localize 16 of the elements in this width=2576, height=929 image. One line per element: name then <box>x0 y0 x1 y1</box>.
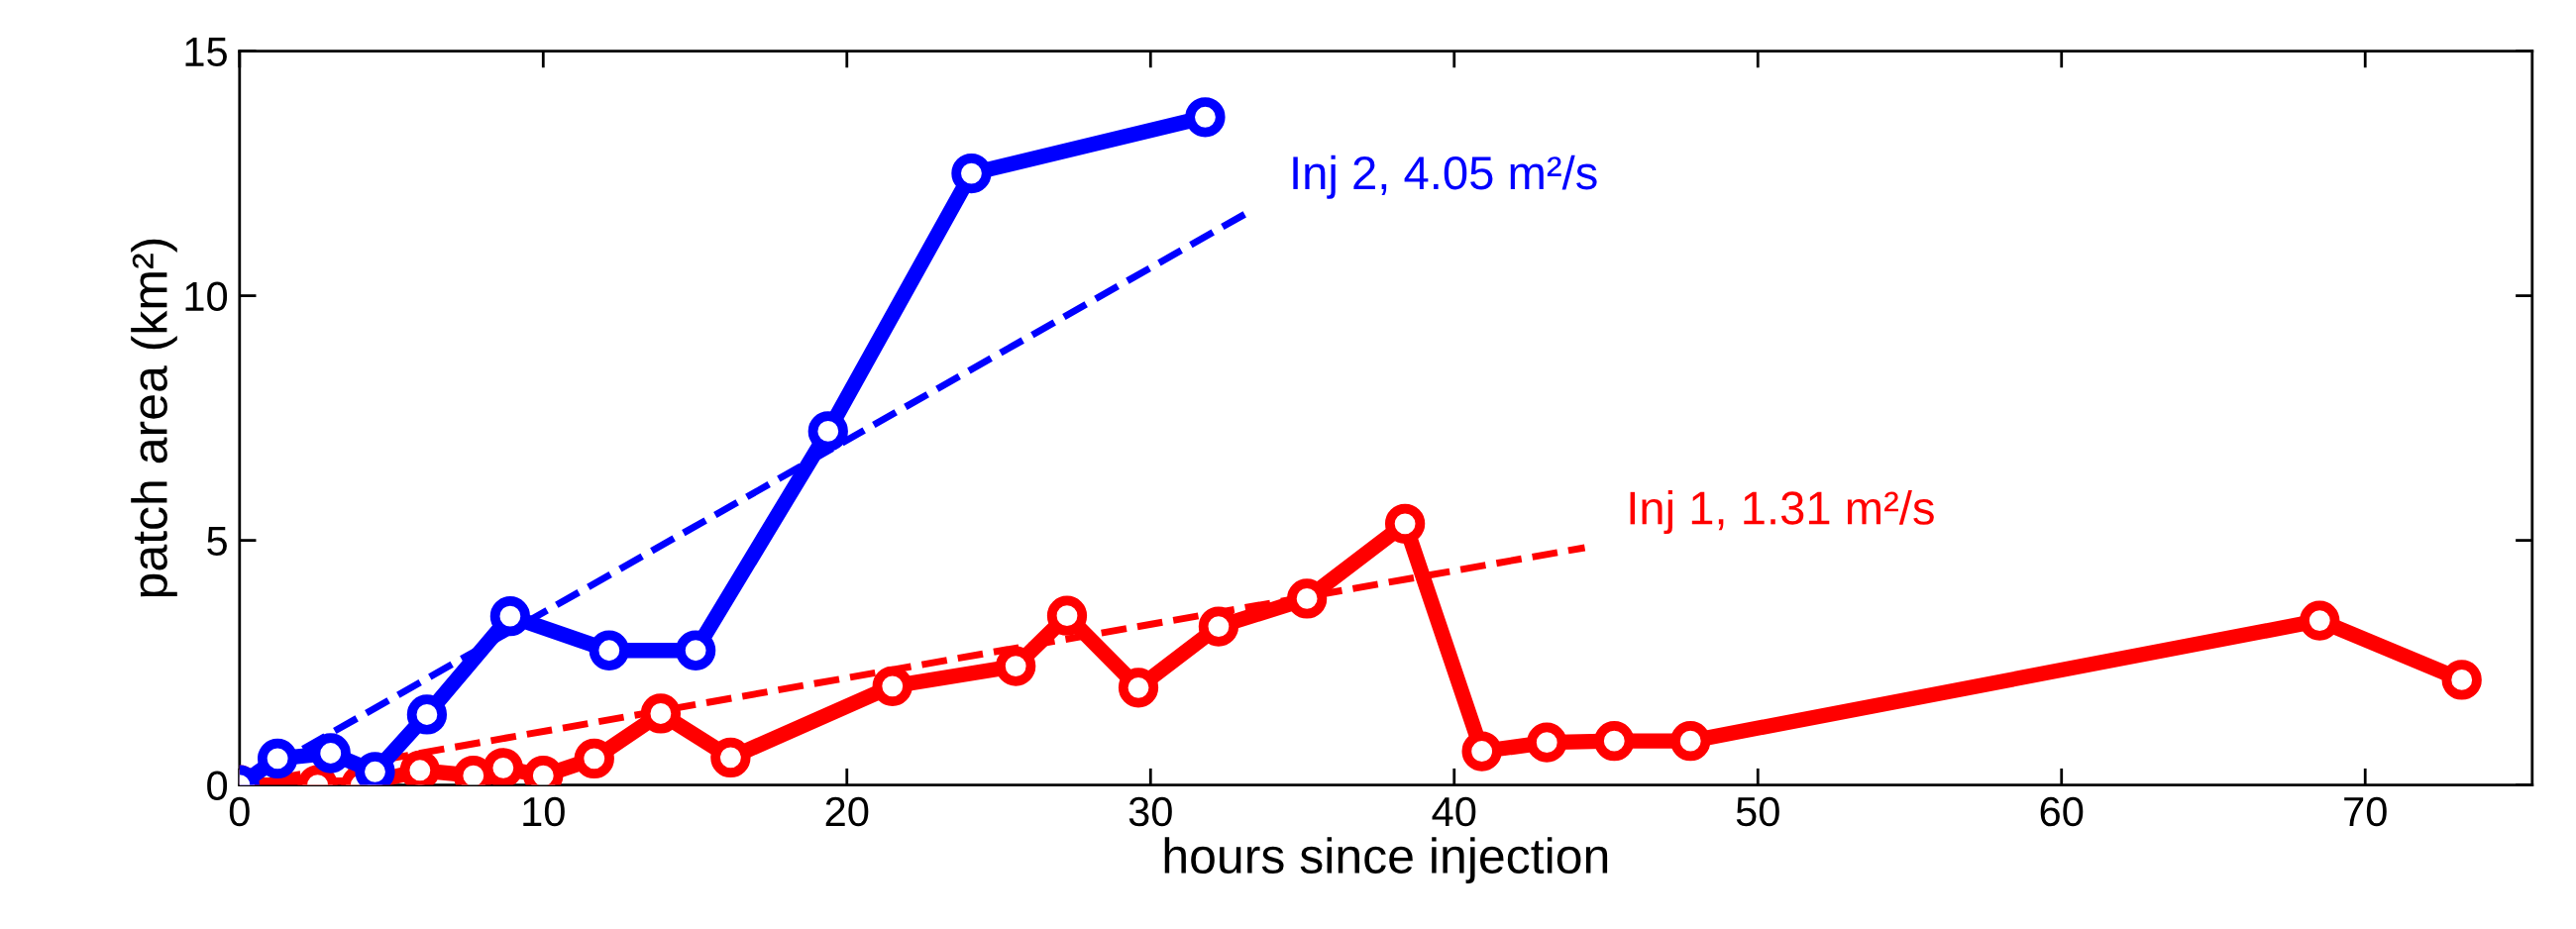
x-tick-label: 20 <box>825 796 869 827</box>
x-tick-label: 40 <box>1432 796 1476 827</box>
y-tick-label: 5 <box>207 527 227 557</box>
x-tick-label: 10 <box>523 796 565 827</box>
x-tick-label: 0 <box>229 796 250 827</box>
y-axis-title: patch area (km²) <box>131 239 177 597</box>
series-label: Inj 2, 4.05 m²/s <box>1293 155 1597 199</box>
y-tick-label: 15 <box>185 38 227 67</box>
y-tick-label: 0 <box>207 771 228 801</box>
x-tick-label: 50 <box>1736 796 1779 827</box>
series-label: Inj 1, 1.31 m²/s <box>1630 490 1934 535</box>
y-tick-label: 10 <box>185 281 228 312</box>
x-axis-title: hours since injection <box>1164 837 1608 883</box>
x-tick-label: 60 <box>2040 796 2084 827</box>
x-tick-label: 30 <box>1128 796 1172 827</box>
x-tick-label: 70 <box>2344 796 2387 827</box>
